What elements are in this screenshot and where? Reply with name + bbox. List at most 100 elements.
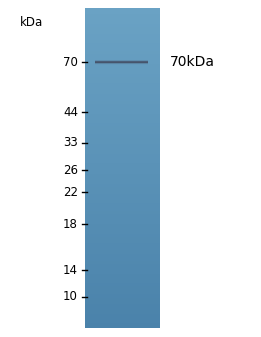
Bar xyxy=(85,147,160,149)
Bar xyxy=(85,254,160,256)
Bar xyxy=(85,144,160,146)
Bar xyxy=(85,48,160,50)
Bar xyxy=(85,295,160,296)
Bar xyxy=(85,219,160,221)
Bar xyxy=(85,298,160,299)
Bar xyxy=(85,173,160,175)
Bar xyxy=(85,256,160,257)
Bar xyxy=(85,203,160,205)
Bar xyxy=(85,178,160,179)
Bar xyxy=(85,155,160,157)
Bar xyxy=(85,26,160,27)
Bar xyxy=(85,235,160,237)
Bar xyxy=(85,325,160,327)
Bar xyxy=(85,286,160,288)
Bar xyxy=(85,306,160,307)
Bar xyxy=(85,35,160,37)
Bar xyxy=(85,291,160,293)
Bar xyxy=(85,240,160,242)
Bar xyxy=(85,21,160,22)
Bar xyxy=(85,61,160,62)
Bar xyxy=(85,53,160,54)
Bar xyxy=(85,222,160,224)
Bar xyxy=(85,79,160,80)
Bar xyxy=(85,231,160,232)
Bar xyxy=(85,50,160,51)
Bar xyxy=(85,69,160,70)
Bar xyxy=(85,190,160,192)
Bar xyxy=(85,62,160,64)
Bar xyxy=(85,293,160,295)
Bar xyxy=(85,289,160,291)
Bar xyxy=(85,123,160,125)
Bar xyxy=(85,218,160,219)
Bar xyxy=(85,278,160,280)
Bar xyxy=(85,238,160,240)
Bar xyxy=(85,267,160,269)
Bar xyxy=(85,37,160,38)
Bar xyxy=(85,131,160,133)
Bar xyxy=(85,200,160,202)
Bar xyxy=(85,234,160,235)
Bar xyxy=(85,59,160,61)
Bar xyxy=(85,29,160,30)
Bar xyxy=(85,193,160,195)
Bar xyxy=(85,19,160,21)
Text: 70kDa: 70kDa xyxy=(170,55,215,69)
Bar xyxy=(85,83,160,85)
Bar xyxy=(85,312,160,314)
Bar xyxy=(85,18,160,19)
Bar xyxy=(85,88,160,90)
Bar xyxy=(85,257,160,259)
Bar xyxy=(85,8,160,9)
Text: kDa: kDa xyxy=(20,16,43,29)
Bar xyxy=(85,277,160,278)
Bar xyxy=(85,143,160,144)
Bar xyxy=(85,16,160,18)
Bar xyxy=(85,99,160,101)
Bar xyxy=(85,64,160,66)
Bar xyxy=(85,189,160,190)
Bar xyxy=(85,27,160,29)
Bar xyxy=(85,198,160,200)
Bar xyxy=(85,85,160,86)
Bar xyxy=(85,229,160,231)
Bar xyxy=(85,128,160,130)
Bar xyxy=(85,56,160,58)
Bar xyxy=(85,149,160,150)
Bar xyxy=(85,213,160,214)
Bar xyxy=(85,136,160,137)
Bar xyxy=(85,47,160,48)
Bar xyxy=(85,272,160,274)
Bar xyxy=(85,321,160,323)
Bar xyxy=(85,109,160,111)
Bar xyxy=(85,94,160,96)
Bar xyxy=(85,264,160,266)
Bar xyxy=(85,154,160,155)
Bar xyxy=(85,98,160,99)
Bar xyxy=(85,43,160,45)
Bar xyxy=(85,41,160,43)
Bar xyxy=(85,214,160,216)
Bar xyxy=(85,22,160,24)
Bar xyxy=(85,40,160,41)
Bar xyxy=(85,245,160,246)
Bar xyxy=(85,210,160,211)
Bar xyxy=(85,208,160,210)
Bar xyxy=(85,134,160,136)
Bar xyxy=(85,242,160,243)
Bar xyxy=(85,176,160,178)
Bar xyxy=(85,274,160,275)
Text: 33: 33 xyxy=(63,136,78,150)
Bar xyxy=(85,93,160,94)
Bar xyxy=(85,320,160,321)
Bar xyxy=(85,38,160,40)
Bar xyxy=(85,302,160,304)
Text: 26: 26 xyxy=(63,163,78,177)
Bar xyxy=(85,166,160,168)
Bar xyxy=(85,118,160,120)
Bar xyxy=(85,157,160,158)
Bar xyxy=(85,51,160,53)
Bar xyxy=(85,14,160,16)
Bar xyxy=(85,67,160,69)
